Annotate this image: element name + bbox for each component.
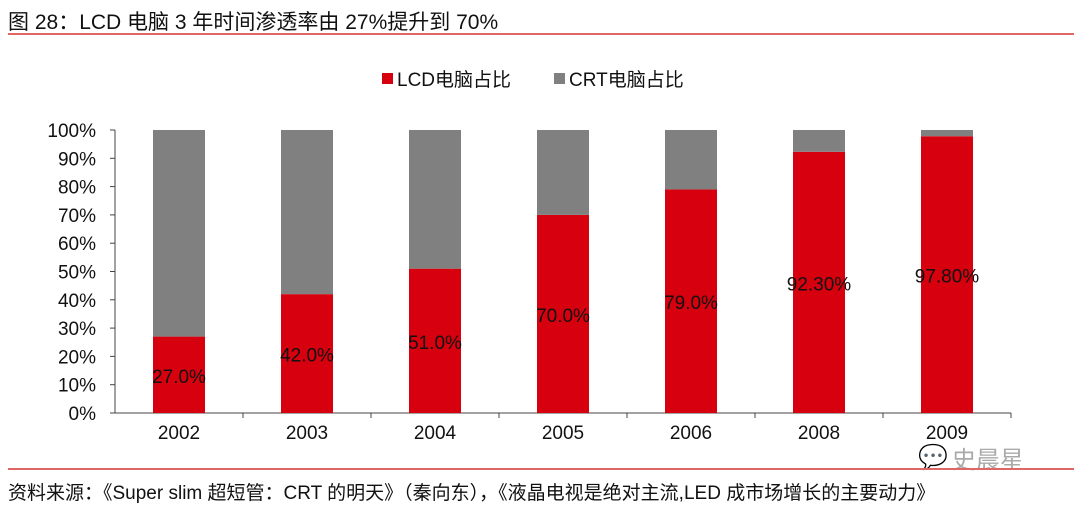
y-tick-label: 10% — [58, 376, 96, 397]
wechat-icon: 💬 — [918, 444, 948, 471]
bar-crt-2005 — [537, 130, 589, 215]
y-tick-label: 20% — [58, 347, 96, 368]
y-tick-label: 80% — [58, 178, 96, 199]
source-note: 资料来源：《Super slim 超短管：CRT 的明天》（秦向东），《液晶电视… — [8, 483, 936, 504]
y-tick-label: 50% — [58, 263, 96, 284]
bar-crt-2006 — [665, 130, 717, 190]
x-tick-label: 2006 — [670, 423, 712, 444]
bar-lcd-2008 — [793, 151, 845, 413]
bar-crt-2008 — [793, 130, 845, 152]
x-tick-label: 2008 — [798, 423, 840, 444]
y-tick-label: 0% — [69, 404, 97, 425]
bar-lcd-2002 — [153, 336, 205, 413]
y-tick-label: 30% — [58, 319, 96, 340]
x-tick-label: 2002 — [158, 423, 200, 444]
bar-lcd-2009 — [921, 136, 973, 413]
data-label: 51.0% — [408, 333, 462, 354]
source-rule — [8, 468, 1074, 470]
x-tick-label: 2009 — [926, 423, 968, 444]
y-tick-label: 90% — [58, 149, 96, 170]
legend-label: CRT电脑占比 — [569, 69, 684, 91]
data-label: 79.0% — [664, 293, 718, 314]
bar-crt-2003 — [281, 130, 333, 295]
y-tick-label: 70% — [58, 206, 96, 227]
x-tick-label: 2005 — [542, 423, 584, 444]
figure-title: 图 28：LCD 电脑 3 年时间渗透率由 27%提升到 70% — [8, 11, 499, 34]
title-rule — [8, 33, 1074, 35]
bar-lcd-2004 — [409, 268, 461, 413]
x-tick-label: 2003 — [286, 423, 328, 444]
stacked-bar-chart: LCD电脑占比 CRT电脑占比 0% 10% 20% 30% 40% 50% 60% 70% 80%… — [47, 69, 1012, 444]
bar-lcd-2005 — [537, 214, 589, 413]
bar-crt-2004 — [409, 130, 461, 269]
data-label: 42.0% — [280, 346, 334, 367]
bar-lcd-2006 — [665, 189, 717, 413]
data-label: 27.0% — [152, 367, 206, 388]
data-label: 97.80% — [915, 267, 980, 288]
y-tick-label: 100% — [47, 121, 96, 142]
bar-lcd-2003 — [281, 294, 333, 413]
legend-swatch — [554, 73, 565, 84]
legend-label: LCD电脑占比 — [397, 69, 511, 91]
bar-crt-2002 — [153, 130, 205, 337]
x-tick-label: 2004 — [414, 423, 457, 444]
y-tick-label: 60% — [58, 234, 96, 255]
data-label: 92.30% — [787, 274, 852, 295]
data-label: 70.0% — [536, 306, 590, 327]
bar-crt-2009 — [921, 130, 973, 137]
legend-swatch — [382, 73, 393, 84]
y-tick-label: 40% — [58, 291, 96, 312]
